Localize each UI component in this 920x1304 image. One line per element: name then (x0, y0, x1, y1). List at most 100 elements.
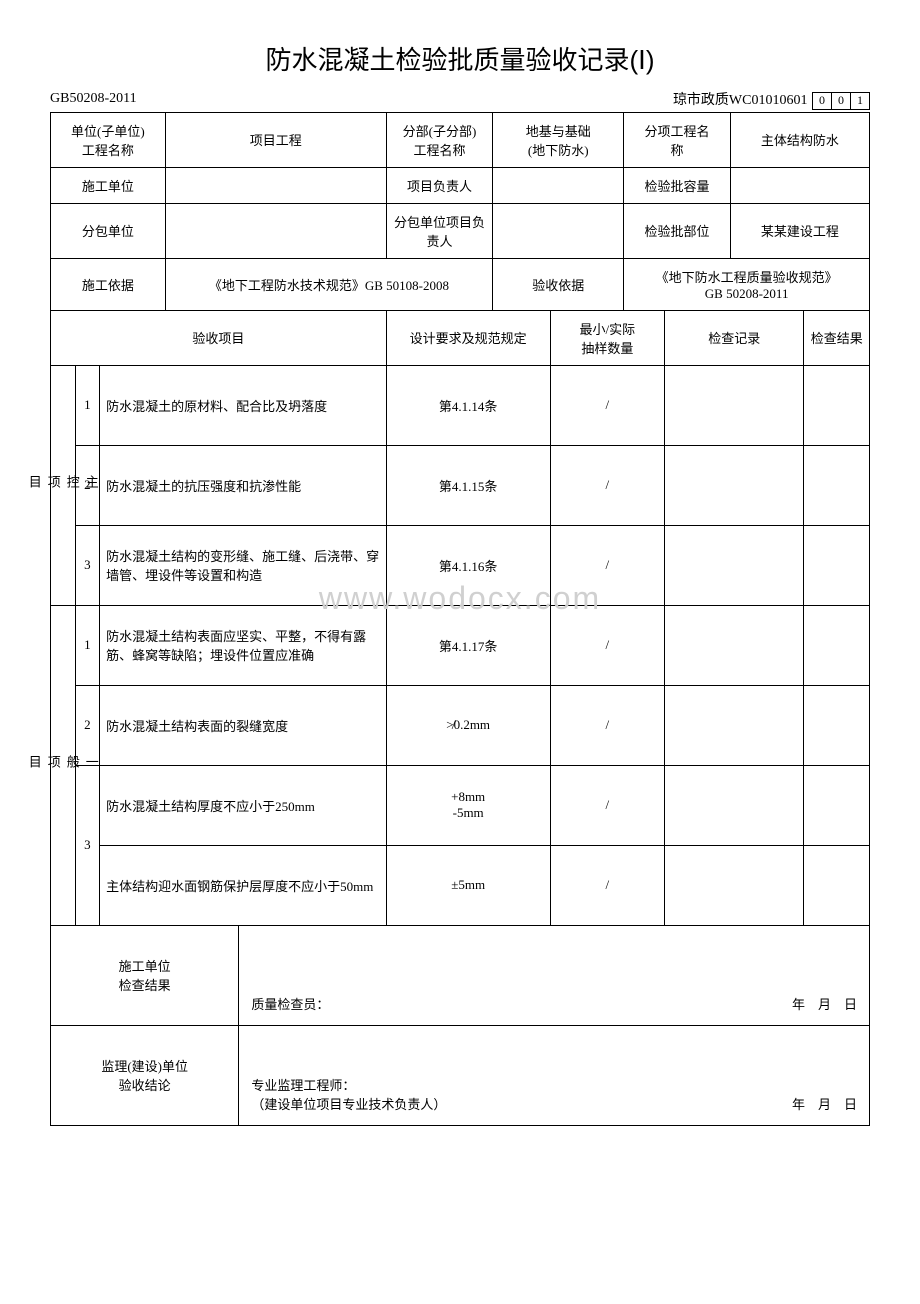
val-batch-location: 某某建设工程 (730, 203, 869, 258)
item-res (804, 605, 870, 685)
item-spec: 第4.1.15条 (386, 445, 550, 525)
label-acceptance-basis: 验收依据 (493, 258, 624, 310)
section-general: 一 般 项 目 (51, 605, 76, 925)
item-spec: 第4.1.17条 (386, 605, 550, 685)
label-batch-capacity: 检验批容量 (624, 167, 730, 203)
sig-content-2: 专业监理工程师： （建设单位项目专业技术负责人） 年 月 日 (239, 1025, 870, 1125)
item-rec (665, 605, 804, 685)
code-prefix: 琼市政质WC01010601 (673, 93, 808, 108)
item-row-6: 3 防水混凝土结构厚度不应小于250mm +8mm -5mm / (51, 765, 870, 845)
sig-content-1: 质量检查员： 年 月 日 (239, 925, 870, 1025)
code-boxes: 0 0 1 (813, 92, 870, 110)
val-sub-manager (493, 203, 624, 258)
sig-label-1: 施工单位 检查结果 (51, 925, 239, 1025)
item-qty: / (550, 765, 665, 845)
info-row-2: 施工单位 项目负责人 检验批容量 (51, 167, 870, 203)
item-desc: 防水混凝土结构的变形缝、施工缝、后浇带、穿墙管、埋设件等设置和构造 (100, 525, 387, 605)
val-subitem: 主体结构防水 (730, 112, 869, 167)
sig-date-2: 年 月 日 (792, 1094, 857, 1113)
item-desc: 防水混凝土结构厚度不应小于250mm (100, 765, 387, 845)
sig-signer-1: 质量检查员： (251, 994, 329, 1013)
item-row-2: 2 防水混凝土的抗压强度和抗渗性能 第4.1.15条 / (51, 445, 870, 525)
item-num: 3 (75, 525, 100, 605)
item-spec: 第4.1.16条 (386, 525, 550, 605)
label-construction-basis: 施工依据 (51, 258, 166, 310)
document-title: 防水混凝土检验批质量验收记录(Ⅰ) (50, 40, 870, 77)
item-spec: ±5mm (386, 845, 550, 925)
header-spec: 设计要求及规范规定 (386, 310, 550, 365)
standard-right: 琼市政质WC01010601 0 0 1 (673, 89, 870, 110)
item-num: 1 (75, 365, 100, 445)
label-subsection: 分部(子分部) 工程名称 (386, 112, 492, 167)
header-qty: 最小/实际 抽样数量 (550, 310, 665, 365)
item-row-7: 主体结构迎水面钢筋保护层厚度不应小于50mm ±5mm / (51, 845, 870, 925)
item-rec (665, 445, 804, 525)
item-spec: 第4.1.14条 (386, 365, 550, 445)
sig-signer-2: 专业监理工程师： （建设单位项目专业技术负责人） (251, 1075, 446, 1113)
item-rec (665, 525, 804, 605)
item-desc: 防水混凝土的抗压强度和抗渗性能 (100, 445, 387, 525)
item-desc: 主体结构迎水面钢筋保护层厚度不应小于50mm (100, 845, 387, 925)
main-table: 单位(子单位) 工程名称 项目工程 分部(子分部) 工程名称 地基与基础 (地下… (50, 112, 870, 1126)
header-row: GB50208-2011 琼市政质WC01010601 0 0 1 (50, 89, 870, 110)
code-digit-2: 0 (831, 92, 851, 110)
label-construction-unit: 施工单位 (51, 167, 166, 203)
item-res (804, 445, 870, 525)
item-num: 3 (75, 765, 100, 925)
code-digit-3: 1 (850, 92, 870, 110)
label-subitem: 分项工程名 称 (624, 112, 730, 167)
signature-row-1: 施工单位 检查结果 质量检查员： 年 月 日 (51, 925, 870, 1025)
item-spec: ≯0.2mm (386, 685, 550, 765)
document-container: 防水混凝土检验批质量验收记录(Ⅰ) GB50208-2011 琼市政质WC010… (50, 40, 870, 1126)
info-row-1: 单位(子单位) 工程名称 项目工程 分部(子分部) 工程名称 地基与基础 (地下… (51, 112, 870, 167)
code-digit-1: 0 (812, 92, 832, 110)
item-rec (665, 765, 804, 845)
item-desc: 防水混凝土结构表面应坚实、平整，不得有露筋、蜂窝等缺陷；埋设件位置应准确 (100, 605, 387, 685)
val-subsection: 地基与基础 (地下防水) (493, 112, 624, 167)
label-unit-name: 单位(子单位) 工程名称 (51, 112, 166, 167)
item-rec (665, 845, 804, 925)
item-rec (665, 685, 804, 765)
item-rec (665, 365, 804, 445)
item-res (804, 845, 870, 925)
item-res (804, 525, 870, 605)
val-construction-basis: 《地下工程防水技术规范》GB 50108-2008 (165, 258, 493, 310)
item-row-5: 2 防水混凝土结构表面的裂缝宽度 ≯0.2mm / (51, 685, 870, 765)
sig-date-1: 年 月 日 (792, 994, 857, 1013)
item-res (804, 685, 870, 765)
standard-left: GB50208-2011 (50, 91, 137, 107)
header-record: 检查记录 (665, 310, 804, 365)
item-row-1: 主 控 项 目 1 防水混凝土的原材料、配合比及坍落度 第4.1.14条 / (51, 365, 870, 445)
item-qty: / (550, 605, 665, 685)
item-qty: / (550, 365, 665, 445)
item-res (804, 365, 870, 445)
label-project-manager: 项目负责人 (386, 167, 492, 203)
item-desc: 防水混凝土结构表面的裂缝宽度 (100, 685, 387, 765)
val-unit-name: 项目工程 (165, 112, 386, 167)
val-acceptance-basis: 《地下防水工程质量验收规范》 GB 50208-2011 (624, 258, 870, 310)
column-headers: 验收项目 设计要求及规范规定 最小/实际 抽样数量 检查记录 检查结果 (51, 310, 870, 365)
info-row-4: 施工依据 《地下工程防水技术规范》GB 50108-2008 验收依据 《地下防… (51, 258, 870, 310)
item-num: 1 (75, 605, 100, 685)
item-row-4: 一 般 项 目 1 防水混凝土结构表面应坚实、平整，不得有露筋、蜂窝等缺陷；埋设… (51, 605, 870, 685)
val-subcontractor (165, 203, 386, 258)
section-main-control: 主 控 项 目 (51, 365, 76, 605)
item-row-3: 3 防水混凝土结构的变形缝、施工缝、后浇带、穿墙管、埋设件等设置和构造 第4.1… (51, 525, 870, 605)
item-num: 2 (75, 685, 100, 765)
item-qty: / (550, 525, 665, 605)
val-batch-capacity (730, 167, 869, 203)
item-qty: / (550, 685, 665, 765)
header-item: 验收项目 (51, 310, 387, 365)
item-res (804, 765, 870, 845)
item-qty: / (550, 845, 665, 925)
val-project-manager (493, 167, 624, 203)
info-row-3: 分包单位 分包单位项目负 责人 检验批部位 某某建设工程 (51, 203, 870, 258)
label-batch-location: 检验批部位 (624, 203, 730, 258)
label-subcontractor: 分包单位 (51, 203, 166, 258)
val-construction-unit (165, 167, 386, 203)
item-desc: 防水混凝土的原材料、配合比及坍落度 (100, 365, 387, 445)
item-qty: / (550, 445, 665, 525)
sig-label-2: 监理(建设)单位 验收结论 (51, 1025, 239, 1125)
signature-row-2: 监理(建设)单位 验收结论 专业监理工程师： （建设单位项目专业技术负责人） 年… (51, 1025, 870, 1125)
item-spec: +8mm -5mm (386, 765, 550, 845)
